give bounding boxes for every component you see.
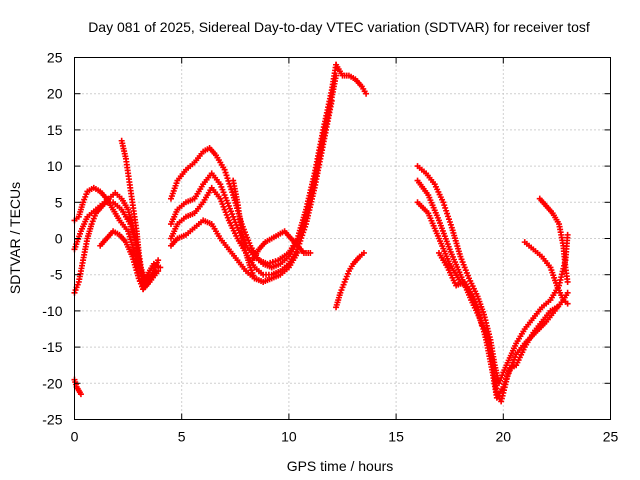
data-series [71,61,571,405]
y-tick-label: 15 [47,122,63,138]
grid [74,57,611,420]
series-arc-12 [249,228,314,264]
y-tick-label: -25 [42,412,62,428]
series-arc-20 [536,195,571,285]
y-tick-label: 0 [55,231,63,247]
series-arc-5 [97,228,162,293]
series-arc-1 [71,376,84,398]
data-markers [249,228,314,264]
series-arc-9 [167,97,335,278]
data-markers [333,249,367,311]
series-arc-11 [230,177,258,282]
data-markers [167,97,335,278]
y-tick-label: -5 [50,267,63,283]
x-tick-label: 15 [388,429,404,445]
axis-ticks: 0 5 10 15 20 25 -25 -20 -15 -10 -5 0 5 10 15 20 25 [42,50,618,445]
x-tick-label: 0 [71,429,79,445]
y-tick-label: -20 [42,375,62,391]
data-markers [118,137,155,285]
data-markers [230,177,258,282]
y-tick-label: 20 [47,86,63,102]
data-markers [414,199,560,401]
y-tick-label: 10 [47,158,63,174]
data-markers [167,72,340,271]
y-axis-label: SDTVAR / TECUs [7,182,23,294]
data-markers [167,61,340,267]
data-markers [521,239,571,307]
y-tick-label: -15 [42,339,62,355]
y-tick-label: -10 [42,303,62,319]
series-arc-8 [167,72,340,271]
y-tick-label: 5 [55,194,63,210]
series-arc-17 [414,199,560,401]
series-arc-7 [167,61,340,267]
x-axis-label: GPS time / hours [287,458,394,474]
chart-title: Day 081 of 2025, Sidereal Day-to-day VTE… [88,19,590,35]
series-arc-18 [435,249,485,329]
data-markers [435,249,485,329]
y-tick-label: 25 [47,50,63,66]
data-markers [414,163,571,387]
series-arc-19 [521,239,571,307]
series-arc-14 [333,249,367,311]
data-markers [97,228,162,293]
x-tick-label: 5 [178,429,186,445]
series-arc-13 [333,61,370,97]
series-arc-6 [118,137,155,285]
x-tick-label: 10 [281,429,297,445]
data-markers [71,376,84,398]
data-markers [536,195,571,285]
x-tick-label: 25 [603,429,619,445]
x-tick-label: 20 [496,429,512,445]
series-arc-15 [414,163,571,387]
data-markers [333,61,370,97]
